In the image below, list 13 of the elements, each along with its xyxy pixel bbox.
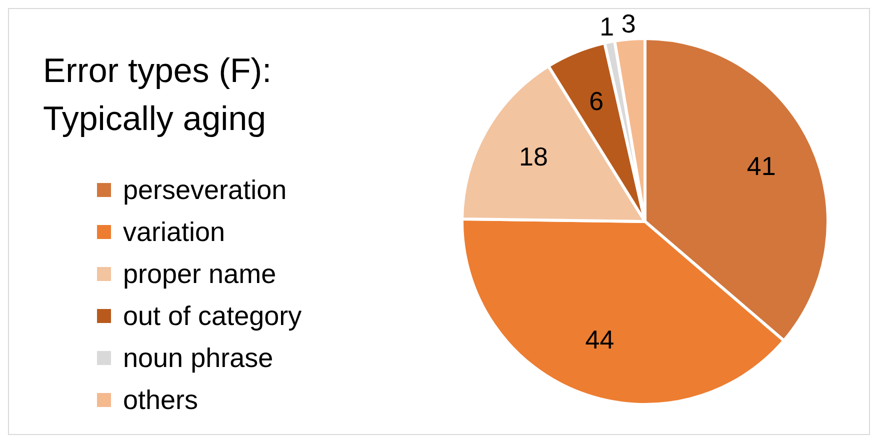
data-label: 3 bbox=[621, 8, 636, 38]
data-label: 41 bbox=[746, 151, 776, 182]
data-label: 44 bbox=[585, 324, 614, 354]
data-label: 6 bbox=[589, 86, 604, 116]
data-label: 1 bbox=[600, 11, 614, 42]
legend-label: proper name bbox=[123, 258, 276, 290]
legend-label: perseveration bbox=[123, 174, 287, 206]
legend-label: others bbox=[123, 384, 198, 416]
legend-label: noun phrase bbox=[123, 342, 274, 374]
text: Error types (F): Typically aging bbox=[43, 51, 272, 140]
legend-label: out of category bbox=[123, 300, 302, 332]
data-label: 18 bbox=[519, 142, 548, 172]
legend-label: variation bbox=[123, 216, 226, 248]
